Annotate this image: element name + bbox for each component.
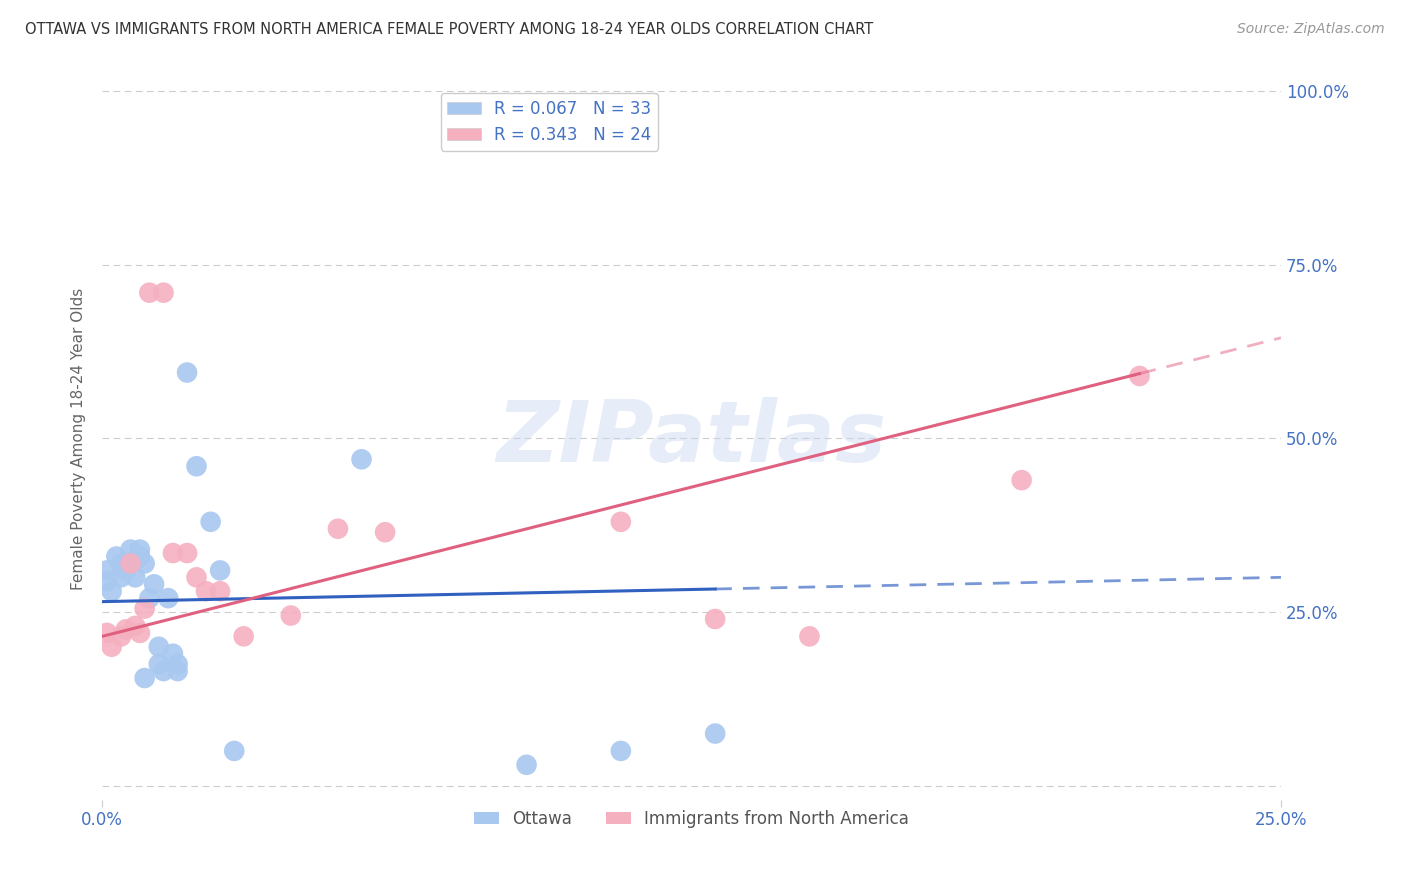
Point <box>166 664 188 678</box>
Point <box>186 459 208 474</box>
Point <box>124 619 146 633</box>
Point <box>280 608 302 623</box>
Point <box>143 577 166 591</box>
Point <box>110 557 132 571</box>
Point <box>186 570 208 584</box>
Text: OTTAWA VS IMMIGRANTS FROM NORTH AMERICA FEMALE POVERTY AMONG 18-24 YEAR OLDS COR: OTTAWA VS IMMIGRANTS FROM NORTH AMERICA … <box>25 22 873 37</box>
Point <box>166 657 188 672</box>
Point <box>350 452 373 467</box>
Point <box>105 549 128 564</box>
Point <box>120 557 142 571</box>
Point <box>148 640 170 654</box>
Point <box>176 546 198 560</box>
Point <box>100 640 122 654</box>
Point <box>152 664 174 678</box>
Point <box>148 657 170 672</box>
Point <box>152 285 174 300</box>
Point <box>134 671 156 685</box>
Point <box>374 525 396 540</box>
Point <box>162 546 184 560</box>
Point <box>162 647 184 661</box>
Point <box>157 591 180 606</box>
Point <box>610 515 633 529</box>
Y-axis label: Female Poverty Among 18-24 Year Olds: Female Poverty Among 18-24 Year Olds <box>72 287 86 590</box>
Point <box>200 515 222 529</box>
Point <box>134 601 156 615</box>
Point <box>799 629 821 643</box>
Point <box>232 629 254 643</box>
Point <box>129 549 152 564</box>
Point <box>96 574 118 588</box>
Point <box>516 757 538 772</box>
Point <box>120 557 142 571</box>
Point <box>110 629 132 643</box>
Point <box>129 542 152 557</box>
Point <box>610 744 633 758</box>
Point <box>138 285 160 300</box>
Point <box>100 584 122 599</box>
Point <box>114 563 136 577</box>
Point <box>138 591 160 606</box>
Point <box>96 626 118 640</box>
Point <box>110 570 132 584</box>
Point <box>209 584 232 599</box>
Point <box>224 744 246 758</box>
Text: ZIPatlas: ZIPatlas <box>496 397 887 480</box>
Point <box>704 612 727 626</box>
Point <box>114 623 136 637</box>
Text: Source: ZipAtlas.com: Source: ZipAtlas.com <box>1237 22 1385 37</box>
Point <box>96 563 118 577</box>
Point <box>704 726 727 740</box>
Point <box>209 563 232 577</box>
Point <box>124 570 146 584</box>
Point <box>134 557 156 571</box>
Point <box>124 553 146 567</box>
Point <box>129 626 152 640</box>
Point <box>1128 369 1150 384</box>
Point <box>1011 473 1033 487</box>
Legend: Ottawa, Immigrants from North America: Ottawa, Immigrants from North America <box>468 803 915 835</box>
Point <box>120 542 142 557</box>
Point <box>326 522 349 536</box>
Point <box>176 366 198 380</box>
Point <box>194 584 217 599</box>
